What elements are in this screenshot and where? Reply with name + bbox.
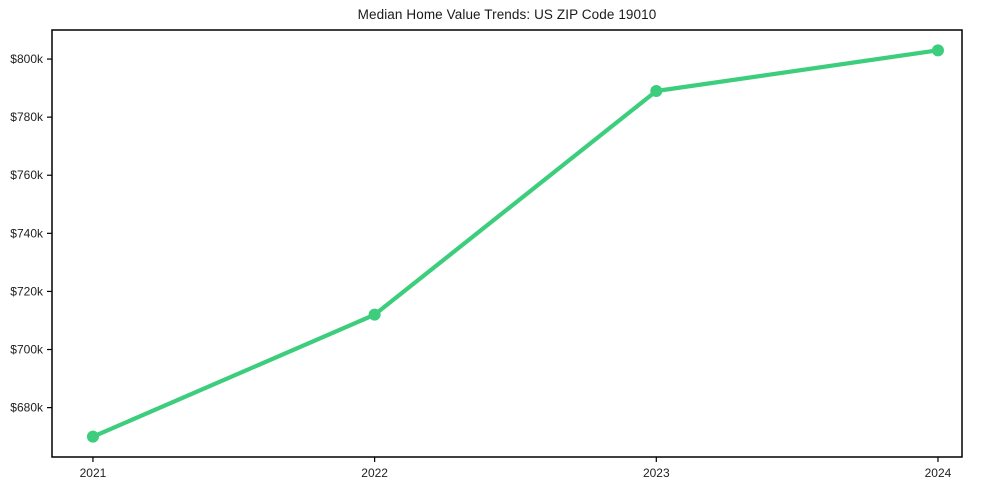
y-tick-label: $740k [10,226,44,240]
trend-line [90,48,941,439]
y-tick-label: $720k [10,284,44,298]
y-tick-label: $680k [10,401,44,415]
data-point-marker [931,44,944,57]
chart-title: Median Home Value Trends: US ZIP Code 19… [357,7,657,22]
plot-border [51,29,963,458]
y-tick-label: $780k [10,110,44,124]
data-point-marker [86,430,99,443]
x-tick-label: 2023 [643,466,670,480]
data-point-marker [368,308,381,321]
x-tick-label: 2024 [925,466,952,480]
data-point-marker [650,85,663,97]
x-tick-label: 2022 [361,466,388,480]
y-tick-label: $700k [10,343,44,357]
y-tick-label: $760k [10,168,44,182]
x-tick-label: 2021 [80,466,107,480]
y-tick-label: $800k [10,52,44,66]
